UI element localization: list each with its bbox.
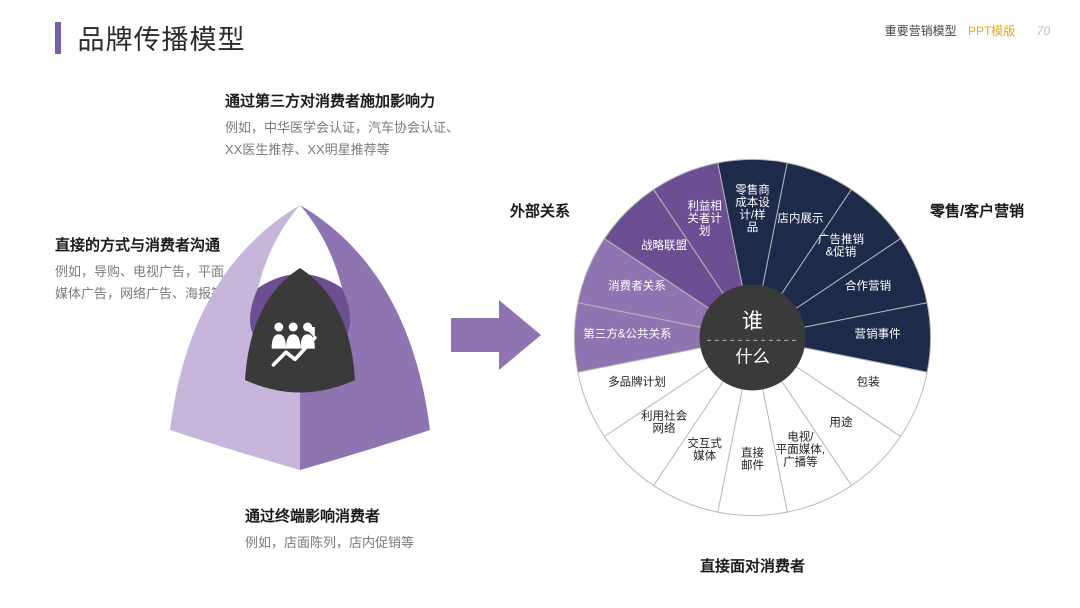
slice-label-alliance: 战略联盟	[641, 238, 688, 252]
triangle-diagram	[150, 180, 450, 480]
page-title: 品牌传播模型	[77, 18, 245, 57]
arrow-icon	[451, 300, 541, 370]
annotation-bottom: 通过终端影响消费者 例如，店面陈列，店内促销等	[245, 505, 525, 554]
slice-label-instore-display: 店内展示	[777, 211, 823, 225]
annotation-bottom-h: 通过终端影响消费者	[245, 505, 525, 526]
annotation-top-d2: XX医生推荐、XX明星推荐等	[225, 139, 545, 161]
slide-header: 重要营销模型 PPT模版 70	[885, 22, 1050, 39]
slice-label-direct-mail: 直接邮件	[741, 445, 765, 472]
wheel-diagram: 零售商成本设计/样品店内展示广告推销&促销合作营销营销事件包装用途电视/平面媒体…	[560, 145, 945, 530]
annotation-top: 通过第三方对消费者施加影响力 例如，中华医学会认证，汽车协会认证、 XX医生推荐…	[225, 90, 545, 161]
slice-label-usage: 用途	[829, 415, 853, 429]
slice-label-packaging: 包装	[857, 375, 881, 388]
slice-label-coop-mkt: 合作营销	[845, 279, 891, 293]
title-block: 品牌传播模型	[55, 18, 245, 57]
header-category: 重要营销模型	[885, 24, 957, 38]
page-number: 70	[1037, 24, 1050, 38]
slice-label-thirdparty-pr: 第三方&公共关系	[583, 327, 671, 341]
annotation-bottom-d1: 例如，店面陈列，店内促销等	[245, 532, 525, 554]
title-accent-bar	[55, 22, 61, 54]
annotation-top-d1: 例如，中华医学会认证，汽车协会认证、	[225, 117, 545, 139]
hub-label-top: 谁	[742, 309, 763, 333]
slice-label-consumer-rel: 消费者关系	[608, 279, 666, 293]
slice-label-mkt-event: 营销事件	[855, 327, 901, 341]
wheel-hub	[700, 285, 806, 391]
header-tag: PPT模版	[968, 24, 1015, 38]
slide: 重要营销模型 PPT模版 70 品牌传播模型 通过第三方对消费者施加影响力 例如…	[0, 0, 1080, 608]
slice-label-multibrand: 多品牌计划	[608, 374, 666, 388]
hub-label-bottom: 什么	[735, 347, 770, 367]
section-direct: 直接面对消费者	[700, 555, 805, 576]
annotation-top-h: 通过第三方对消费者施加影响力	[225, 90, 545, 111]
